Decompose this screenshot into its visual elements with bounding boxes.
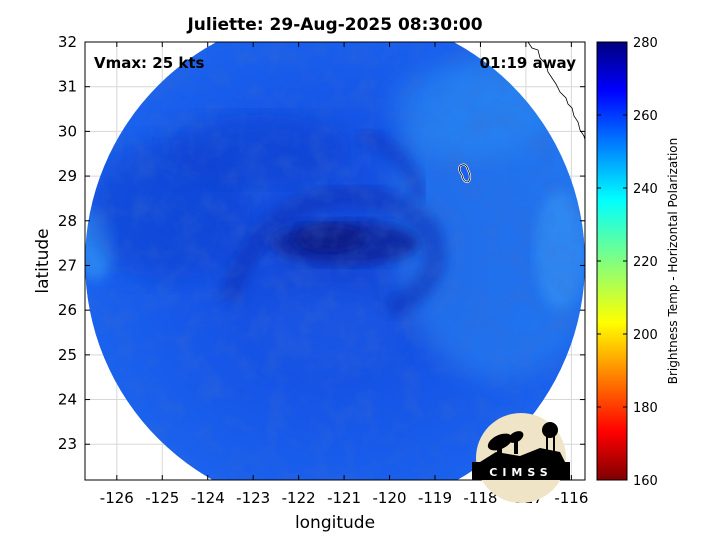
chart-title: Juliette: 29-Aug-2025 08:30:00 <box>186 15 482 35</box>
x-tick-label: -123 <box>236 489 270 507</box>
colorbar-tick-label: 200 <box>633 328 658 343</box>
y-tick-label: 30 <box>58 122 77 140</box>
plot-area: -126-125-124-123-122-121-120-119-118-117… <box>58 33 588 507</box>
x-tick-label: -120 <box>373 489 407 507</box>
colorbar-gradient <box>597 42 627 480</box>
y-tick-label: 25 <box>58 346 77 364</box>
y-tick-label: 23 <box>58 435 77 453</box>
x-tick-label: -126 <box>100 489 134 507</box>
colorbar-tick-label: 220 <box>633 255 658 270</box>
logo-text: CIMSS <box>489 466 552 479</box>
x-axis-ticks: -126-125-124-123-122-121-120-119-118-117… <box>100 42 588 507</box>
x-tick-label: -121 <box>327 489 361 507</box>
x-tick-label: -125 <box>145 489 179 507</box>
cimss-logo: CIMSS <box>472 413 570 503</box>
colorbar-tick-label: 280 <box>633 36 658 51</box>
y-tick-label: 24 <box>58 391 77 409</box>
x-tick-label: -119 <box>418 489 452 507</box>
coastline <box>527 42 585 141</box>
colorbar-tick-label: 260 <box>633 109 658 124</box>
y-tick-label: 26 <box>58 301 77 319</box>
colorbar-ticks: 160 180 200 220 240 260 280 <box>597 36 658 489</box>
colorbar-label: Brightness Temp - Horizontal Polarizatio… <box>666 138 680 385</box>
x-axis-label: longitude <box>295 513 375 533</box>
colorbar-tick-label: 160 <box>633 474 658 489</box>
brightness-temp-swath <box>85 42 585 480</box>
colorbar-tick-label: 240 <box>633 182 658 197</box>
y-axis-label: latitude <box>33 228 53 293</box>
x-tick-label: -124 <box>191 489 225 507</box>
y-tick-label: 32 <box>58 33 77 51</box>
vmax-annotation: Vmax: 25 kts <box>94 54 204 72</box>
x-tick-label: -122 <box>282 489 316 507</box>
colorbar: 160 180 200 220 240 260 280 Brightness Temp - … <box>596 36 680 489</box>
time-away-annotation: 01:19 away <box>480 54 577 72</box>
x-tick-label: -118 <box>463 489 497 507</box>
y-tick-label: 28 <box>58 212 77 230</box>
y-tick-label: 29 <box>58 167 77 185</box>
plot-frame <box>84 41 586 481</box>
colorbar-tick-label: 180 <box>633 401 658 416</box>
y-axis-ticks: 23 24 25 26 27 28 29 30 31 32 <box>58 33 585 453</box>
y-tick-label: 27 <box>58 256 77 274</box>
x-tick-label: -116 <box>554 489 588 507</box>
y-tick-label: 31 <box>58 78 77 96</box>
